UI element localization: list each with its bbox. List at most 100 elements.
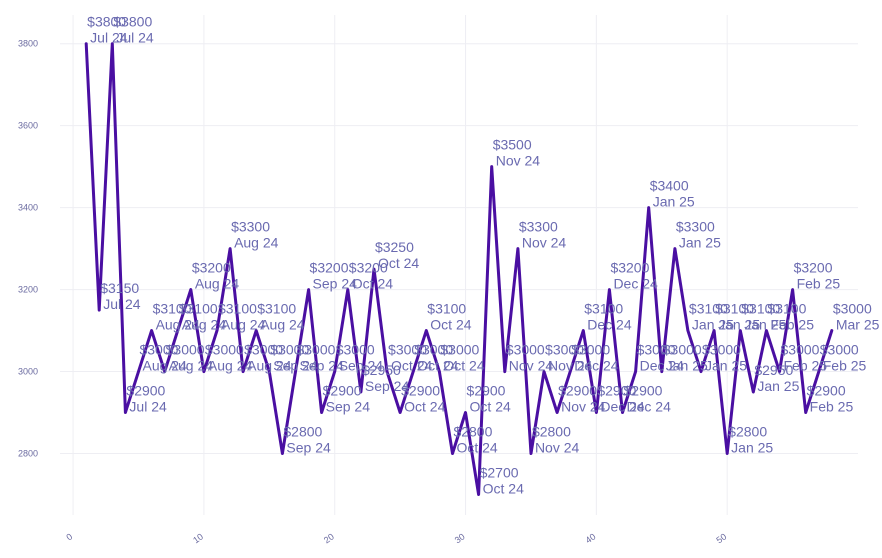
data-label-price: $3100: [153, 301, 192, 317]
data-label-price: $3000: [506, 342, 545, 358]
data-label-price: $2900: [807, 383, 846, 399]
axis-ticks: 2800 3000 3200 3400 3600 3800 0 10 20 30 40 50: [18, 39, 728, 546]
data-label-month: Jan 25: [744, 317, 786, 333]
data-label-month: Dec 24: [613, 276, 658, 292]
data-label-month: Aug 24: [195, 276, 240, 292]
data-label-price: $2950: [754, 362, 793, 378]
data-label-month: Dec 24: [640, 358, 685, 374]
data-label-price: $3250: [375, 239, 414, 255]
data-label-price: $2800: [728, 424, 767, 440]
data-label-price: $2800: [283, 424, 322, 440]
data-label-price: $3000: [139, 342, 178, 358]
data-label-price: $2900: [401, 383, 440, 399]
data-label-price: $2800: [532, 424, 571, 440]
data-label-price: $3200: [610, 260, 649, 276]
data-label-month: Jul 24: [129, 399, 167, 415]
data-label-price: $2900: [624, 383, 663, 399]
data-label-month: Oct 24: [352, 276, 393, 292]
data-label-price: $3000: [781, 342, 820, 358]
data-label-price: $3100: [715, 301, 754, 317]
data-label-price: $2950: [362, 362, 401, 378]
data-label-month: Oct 24: [391, 358, 432, 374]
y-tick-label: 2800: [18, 449, 38, 459]
data-label-price: $2800: [453, 424, 492, 440]
data-label-month: Aug 24: [169, 358, 214, 374]
data-label-month: Aug 24: [182, 317, 227, 333]
data-label-month: Jan 25: [653, 194, 695, 210]
data-label-month: Aug 24: [221, 317, 266, 333]
data-label-price: $3100: [741, 301, 780, 317]
data-label-price: $3000: [440, 342, 479, 358]
data-label-month: Jul 24: [103, 296, 141, 312]
data-label-price: $2900: [126, 383, 165, 399]
data-label-month: Aug 24: [208, 358, 253, 374]
data-label-price: $3100: [218, 301, 257, 317]
data-label-price: $3000: [571, 342, 610, 358]
x-tick-label: 40: [584, 531, 598, 545]
data-label-month: Dec 24: [574, 358, 619, 374]
y-tick-label: 3400: [18, 203, 38, 213]
y-tick-label: 3800: [18, 39, 38, 49]
data-label-price: $3300: [231, 219, 270, 235]
data-label-month: Jul 24: [90, 30, 128, 46]
data-label-price: $3400: [650, 178, 689, 194]
data-label-month: Sep 24: [365, 378, 410, 394]
data-label-month: Feb 25: [797, 276, 841, 292]
data-label-month: Jan 25: [666, 358, 708, 374]
data-label-price: $3800: [113, 14, 152, 30]
data-label-month: Aug 24: [260, 317, 305, 333]
data-label-price: $3150: [100, 280, 139, 296]
data-label-month: Dec 24: [627, 399, 672, 415]
data-label-month: Nov 24: [548, 358, 593, 374]
x-tick-label: 50: [714, 531, 728, 545]
data-label-price: $3000: [244, 342, 283, 358]
data-label-price: $3100: [689, 301, 728, 317]
grid: [60, 15, 858, 515]
data-label-month: Aug 24: [247, 358, 292, 374]
data-label-price: $3000: [637, 342, 676, 358]
data-label-price: $2900: [597, 383, 636, 399]
data-label-price: $3000: [545, 342, 584, 358]
data-label-month: Jan 25: [679, 235, 721, 251]
data-label-price: $3100: [179, 301, 218, 317]
data-label-month: Oct 24: [470, 399, 511, 415]
data-label-price: $3200: [192, 260, 231, 276]
data-label-month: Dec 24: [600, 399, 645, 415]
